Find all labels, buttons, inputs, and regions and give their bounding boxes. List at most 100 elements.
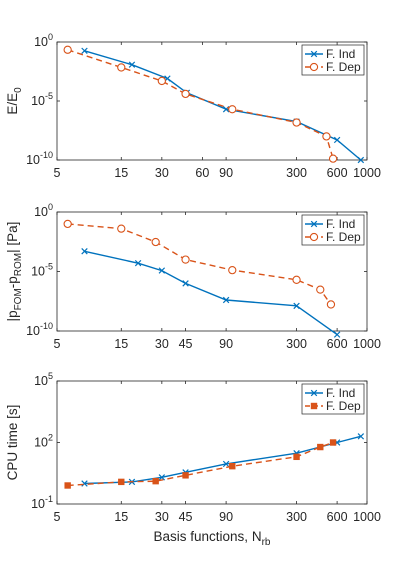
legend-marker xyxy=(310,402,318,410)
legend-marker xyxy=(309,62,319,72)
x-tick-label: 30 xyxy=(155,337,169,351)
x-tick-label: 1000 xyxy=(353,510,381,524)
y-tick-label: 100 xyxy=(34,32,53,49)
legend-label: F. Dep xyxy=(326,60,361,74)
data-point xyxy=(228,105,237,114)
data-point xyxy=(322,132,331,141)
legend-marker xyxy=(310,50,318,58)
x-tick-label: 90 xyxy=(219,510,233,524)
data-point xyxy=(293,453,300,461)
series-line-f-dep xyxy=(67,441,334,487)
x-tick-label: 30 xyxy=(155,510,169,524)
y-axis-label: E/E0 xyxy=(5,87,24,115)
data-point xyxy=(157,76,166,86)
legend-marker xyxy=(310,389,318,397)
x-tick-label: 1000 xyxy=(353,337,381,351)
data-point xyxy=(333,136,341,144)
data-point xyxy=(228,265,237,275)
legend-marker xyxy=(309,232,319,242)
data-point xyxy=(329,439,337,446)
legend-label: F. Dep xyxy=(326,230,361,244)
data-point xyxy=(81,480,88,487)
data-point xyxy=(229,462,236,470)
data-point xyxy=(357,156,365,164)
x-tick-label: 5 xyxy=(54,166,61,180)
series-line-f-dep xyxy=(67,223,332,305)
data-point xyxy=(182,472,189,479)
y-tick-label: 100 xyxy=(34,202,53,219)
x-tick-label: 300 xyxy=(286,510,307,524)
y-tick-label: 10-10 xyxy=(26,150,53,167)
series-line-f-ind xyxy=(84,435,361,485)
x-tick-label: 30 xyxy=(155,166,169,180)
chart-panel-3: 5 15 30 45 90 300 600 1000 10-1 102 105 CPU time [s… xyxy=(5,371,381,548)
data-point xyxy=(151,237,160,247)
y-axis-label: |pFOM-pROM| [Pa] xyxy=(5,222,24,322)
x-tick-label: 300 xyxy=(286,337,307,351)
data-point xyxy=(158,267,166,274)
legend-label: F. Ind xyxy=(326,386,355,400)
data-point xyxy=(63,219,72,229)
x-tick-label: 90 xyxy=(219,166,233,180)
data-point xyxy=(328,154,338,163)
x-tick-label: 600 xyxy=(327,510,348,524)
x-tick-label: 90 xyxy=(219,337,233,351)
data-point xyxy=(128,61,136,68)
x-tick-label: 5 xyxy=(54,337,61,351)
y-tick-label: 105 xyxy=(34,371,53,388)
data-point xyxy=(81,248,88,255)
x-tick-label: 300 xyxy=(286,166,307,180)
data-point xyxy=(81,47,88,55)
chart-panel-2: 5 15 30 45 90 300 600 1000 10-10 10-5 100 |pFOM-pRO… xyxy=(5,202,381,351)
data-point xyxy=(222,460,230,468)
data-point xyxy=(317,443,324,451)
legend-label: F. Ind xyxy=(326,217,355,231)
data-point xyxy=(316,285,325,294)
x-axis-label: Basis functions, Nrb xyxy=(154,529,271,548)
data-point xyxy=(292,118,301,127)
data-point xyxy=(63,45,72,54)
x-tick-label: 600 xyxy=(327,337,348,351)
legend-label: F. Ind xyxy=(326,47,355,61)
chart-panel-1: 5 15 30 60 90 300 600 1000 10-10 10-5 100 E/E0 F. In… xyxy=(5,32,381,180)
y-tick-label: 10-10 xyxy=(26,321,53,338)
x-tick-label: 15 xyxy=(114,166,128,180)
x-tick-label: 60 xyxy=(195,166,209,180)
data-point xyxy=(222,296,230,304)
x-tick-label: 15 xyxy=(114,510,128,524)
data-point xyxy=(326,300,336,309)
x-tick-label: 45 xyxy=(179,337,193,351)
data-point xyxy=(64,482,71,489)
x-tick-label: 600 xyxy=(327,166,348,180)
data-point xyxy=(117,63,126,72)
data-point xyxy=(333,331,341,338)
x-tick-label: 5 xyxy=(54,510,61,524)
y-tick-label: 102 xyxy=(34,433,53,450)
data-point xyxy=(182,280,189,287)
series-line-f-dep xyxy=(67,49,334,159)
data-point xyxy=(134,259,142,267)
y-tick-label: 10-5 xyxy=(31,91,53,108)
data-point xyxy=(181,89,190,99)
y-tick-label: 10-5 xyxy=(31,262,53,279)
series-line-f-ind xyxy=(84,250,338,336)
legend-marker xyxy=(310,220,318,228)
data-point xyxy=(292,275,301,284)
x-tick-label: 15 xyxy=(114,337,128,351)
data-point xyxy=(293,302,300,310)
data-point xyxy=(181,255,190,264)
y-tick-label: 10-1 xyxy=(31,494,53,511)
x-tick-label: 1000 xyxy=(353,166,381,180)
data-point xyxy=(357,433,365,440)
x-tick-label: 45 xyxy=(179,510,193,524)
y-axis-label: CPU time [s] xyxy=(5,405,20,481)
data-point xyxy=(117,224,126,233)
data-point xyxy=(118,478,125,486)
legend-label: F. Dep xyxy=(326,399,361,413)
data-point xyxy=(152,477,159,485)
data-point xyxy=(158,474,166,481)
